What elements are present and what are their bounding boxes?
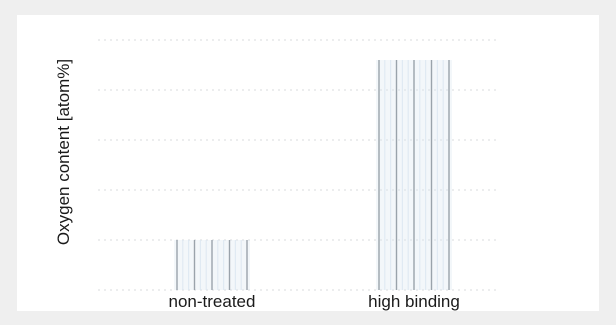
bars — [174, 60, 452, 290]
bar-high-binding — [376, 60, 452, 290]
grid-lines — [98, 39, 500, 291]
x-tick-label: non-treated — [169, 292, 256, 311]
chart-panel — [17, 15, 599, 311]
y-axis-label: Oxygen content [atom%] — [54, 59, 73, 245]
x-tick-label: high binding — [368, 292, 460, 311]
bar-non-treated — [174, 240, 250, 290]
x-tick-labels: non-treated high binding — [169, 292, 460, 311]
